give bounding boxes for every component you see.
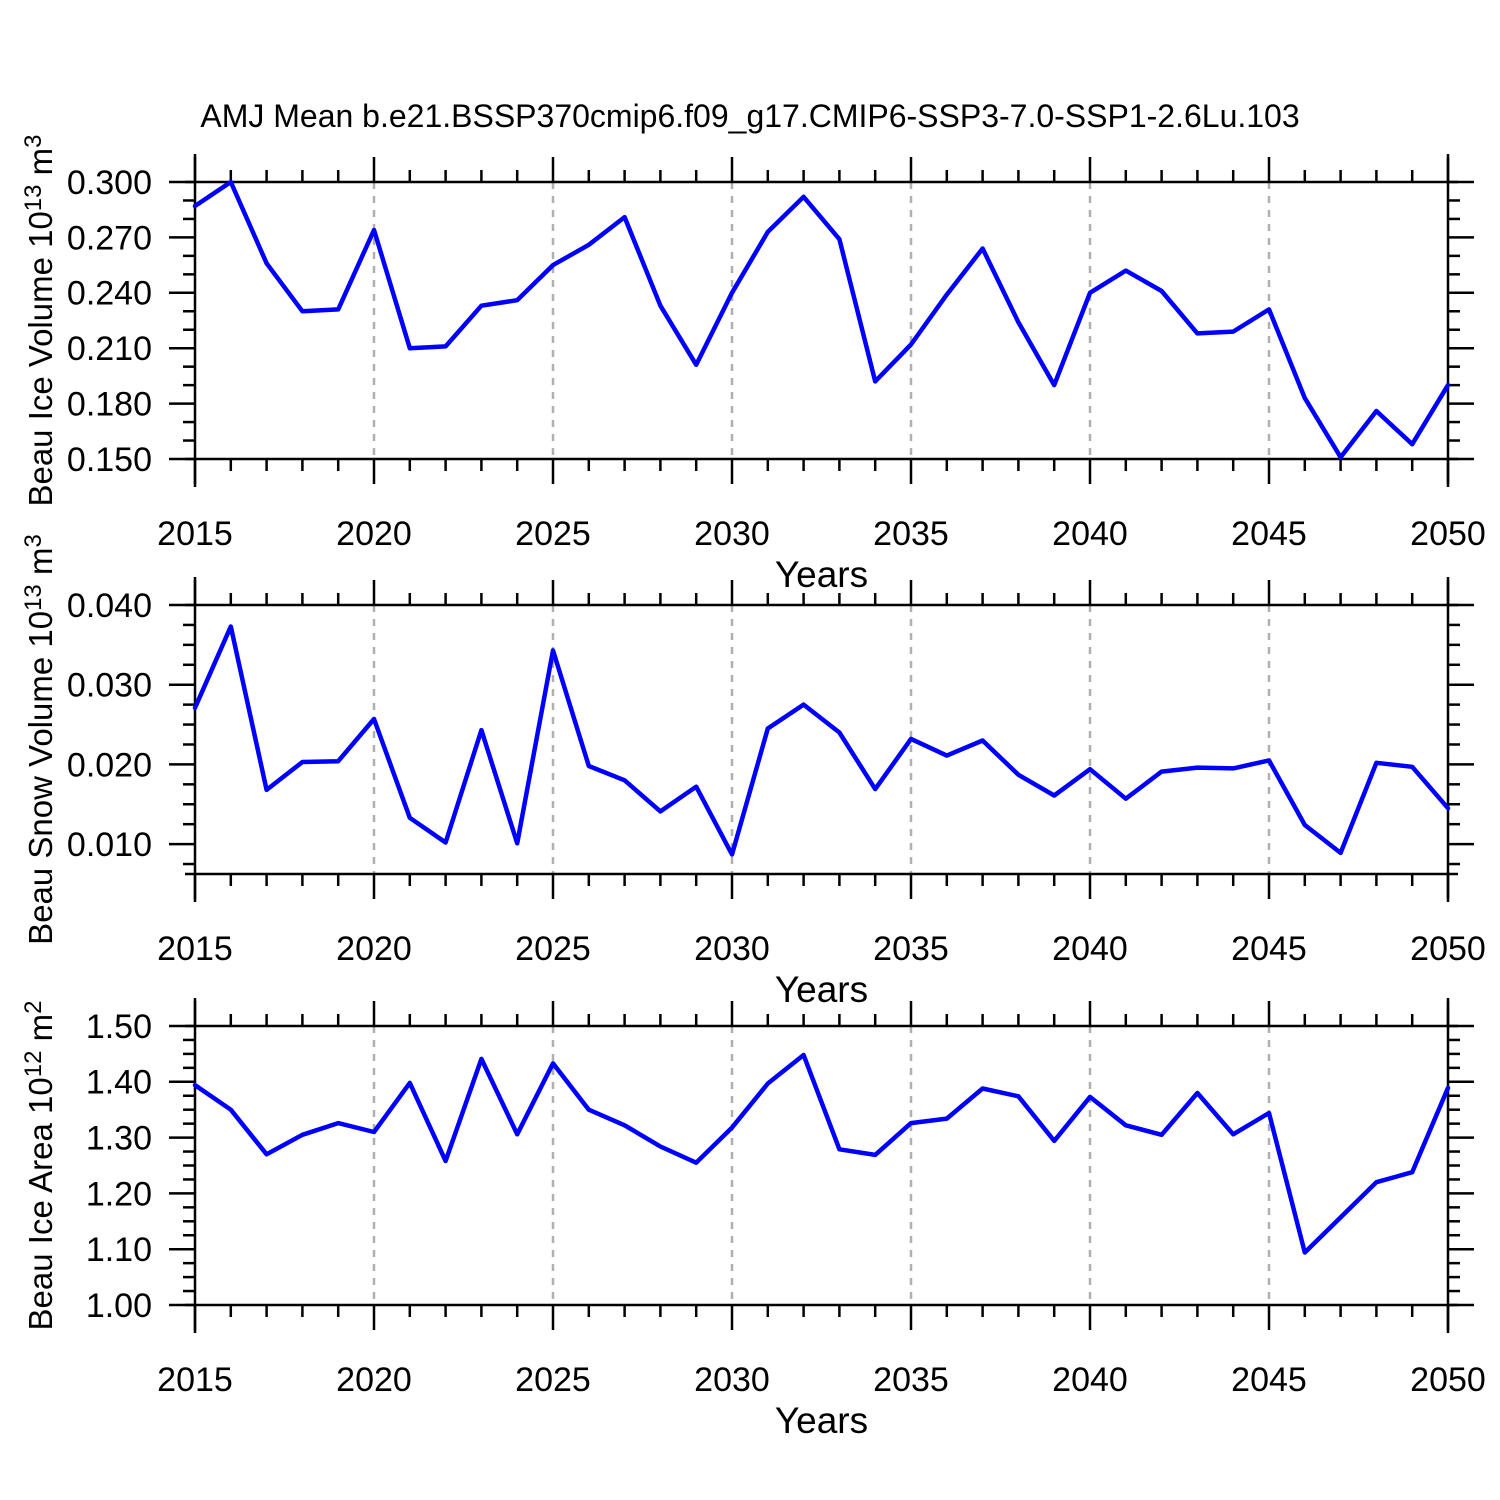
y-tick-label: 0.010 bbox=[67, 826, 152, 864]
y-axis-label: Beau Ice Volume 1013 m3 bbox=[20, 134, 59, 506]
y-axis-label: Beau Snow Volume 1013 m3 bbox=[20, 534, 59, 945]
x-axis-label: Years bbox=[775, 554, 868, 595]
y-tick-label: 1.40 bbox=[86, 1064, 152, 1102]
y-tick-label: 0.150 bbox=[67, 441, 152, 479]
x-tick-label: 2020 bbox=[336, 515, 412, 553]
y-tick-label: 1.10 bbox=[86, 1231, 152, 1269]
y-tick-label: 0.270 bbox=[67, 219, 152, 257]
x-tick-label: 2030 bbox=[694, 515, 770, 553]
data-line-beau-snow-volume bbox=[192, 624, 1451, 857]
x-tick-label: 2025 bbox=[515, 1361, 591, 1399]
y-tick-label: 0.300 bbox=[67, 164, 152, 202]
y-tick-label: 1.20 bbox=[86, 1175, 152, 1213]
x-axis-label: Years bbox=[775, 969, 868, 1010]
data-line-beau-ice-area bbox=[192, 1052, 1451, 1255]
figure-title: AMJ Mean b.e21.BSSP370cmip6.f09_g17.CMIP… bbox=[200, 98, 1300, 134]
y-tick-label: 0.040 bbox=[67, 587, 152, 625]
x-tick-label: 2050 bbox=[1410, 930, 1486, 968]
x-tick-label: 2015 bbox=[157, 1361, 233, 1399]
x-tick-label: 2040 bbox=[1052, 930, 1128, 968]
x-tick-label: 2020 bbox=[336, 1361, 412, 1399]
x-tick-label: 2045 bbox=[1231, 1361, 1307, 1399]
x-tick-label: 2030 bbox=[694, 930, 770, 968]
x-tick-label: 2035 bbox=[873, 1361, 949, 1399]
chart-beau-snow-volume: 0.040 0.030 0.020 0.010 2015 2020 2025 2030 2035… bbox=[20, 534, 1486, 1010]
x-tick-label: 2035 bbox=[873, 515, 949, 553]
x-tick-label: 2045 bbox=[1231, 930, 1307, 968]
y-tick-label: 1.30 bbox=[86, 1120, 152, 1158]
x-tick-label: 2030 bbox=[694, 1361, 770, 1399]
x-tick-label: 2025 bbox=[515, 930, 591, 968]
y-tick-label: 0.240 bbox=[67, 275, 152, 313]
y-tick-label: 1.50 bbox=[86, 1008, 152, 1046]
x-tick-label: 2045 bbox=[1231, 515, 1307, 553]
x-tick-label: 2020 bbox=[336, 930, 412, 968]
x-axis-label: Years bbox=[775, 1400, 868, 1441]
y-axis-label: Beau Ice Area 1012 m2 bbox=[20, 1001, 59, 1331]
y-tick-label: 0.180 bbox=[67, 386, 152, 424]
y-tick-label: 0.210 bbox=[67, 330, 152, 368]
data-line-beau-ice-volume bbox=[192, 179, 1451, 460]
y-tick-label: 1.00 bbox=[86, 1287, 152, 1325]
x-tick-label: 2040 bbox=[1052, 515, 1128, 553]
x-tick-label: 2015 bbox=[157, 515, 233, 553]
y-tick-label: 0.030 bbox=[67, 667, 152, 705]
x-tick-label: 2050 bbox=[1410, 1361, 1486, 1399]
x-tick-label: 2015 bbox=[157, 930, 233, 968]
y-tick-label: 0.020 bbox=[67, 746, 152, 784]
x-tick-label: 2050 bbox=[1410, 515, 1486, 553]
x-tick-label: 2035 bbox=[873, 930, 949, 968]
x-tick-label: 2025 bbox=[515, 515, 591, 553]
x-tick-label: 2040 bbox=[1052, 1361, 1128, 1399]
